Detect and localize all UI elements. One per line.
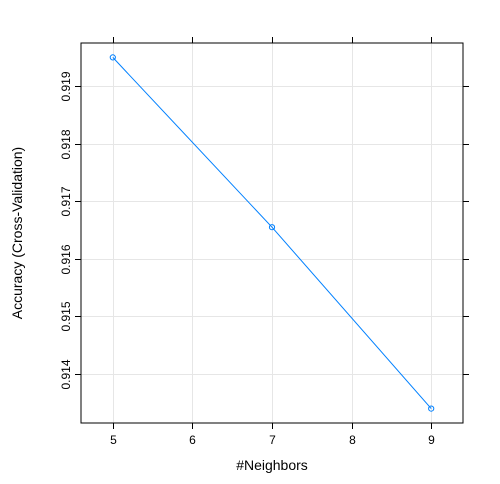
y-axis-title: Accuracy (Cross-Validation) [9, 147, 25, 319]
y-tick-label: 0.918 [59, 129, 73, 159]
tick-labels: 5 6 7 8 9 0.914 0.915 0.916 0.917 0.918 0.919 [59, 71, 435, 447]
x-axis-title: #Neighbors [236, 457, 308, 473]
y-tick-label: 0.917 [59, 186, 73, 216]
series-layer [109, 54, 435, 412]
y-tick-label: 0.919 [59, 71, 73, 101]
y-tick-label: 0.916 [59, 244, 73, 274]
grid-lines [81, 43, 463, 423]
x-tick-label: 6 [189, 433, 196, 447]
x-tick-label: 7 [269, 433, 276, 447]
axis-ticks [75, 37, 469, 429]
data-point [268, 224, 276, 231]
y-tick-label: 0.914 [59, 359, 73, 389]
data-point [109, 54, 116, 61]
x-tick-label: 9 [428, 433, 435, 447]
x-tick-label: 5 [110, 433, 117, 447]
x-tick-label: 8 [349, 433, 356, 447]
series-line [112, 57, 432, 409]
data-point [428, 405, 435, 412]
y-tick-label: 0.915 [59, 301, 73, 331]
